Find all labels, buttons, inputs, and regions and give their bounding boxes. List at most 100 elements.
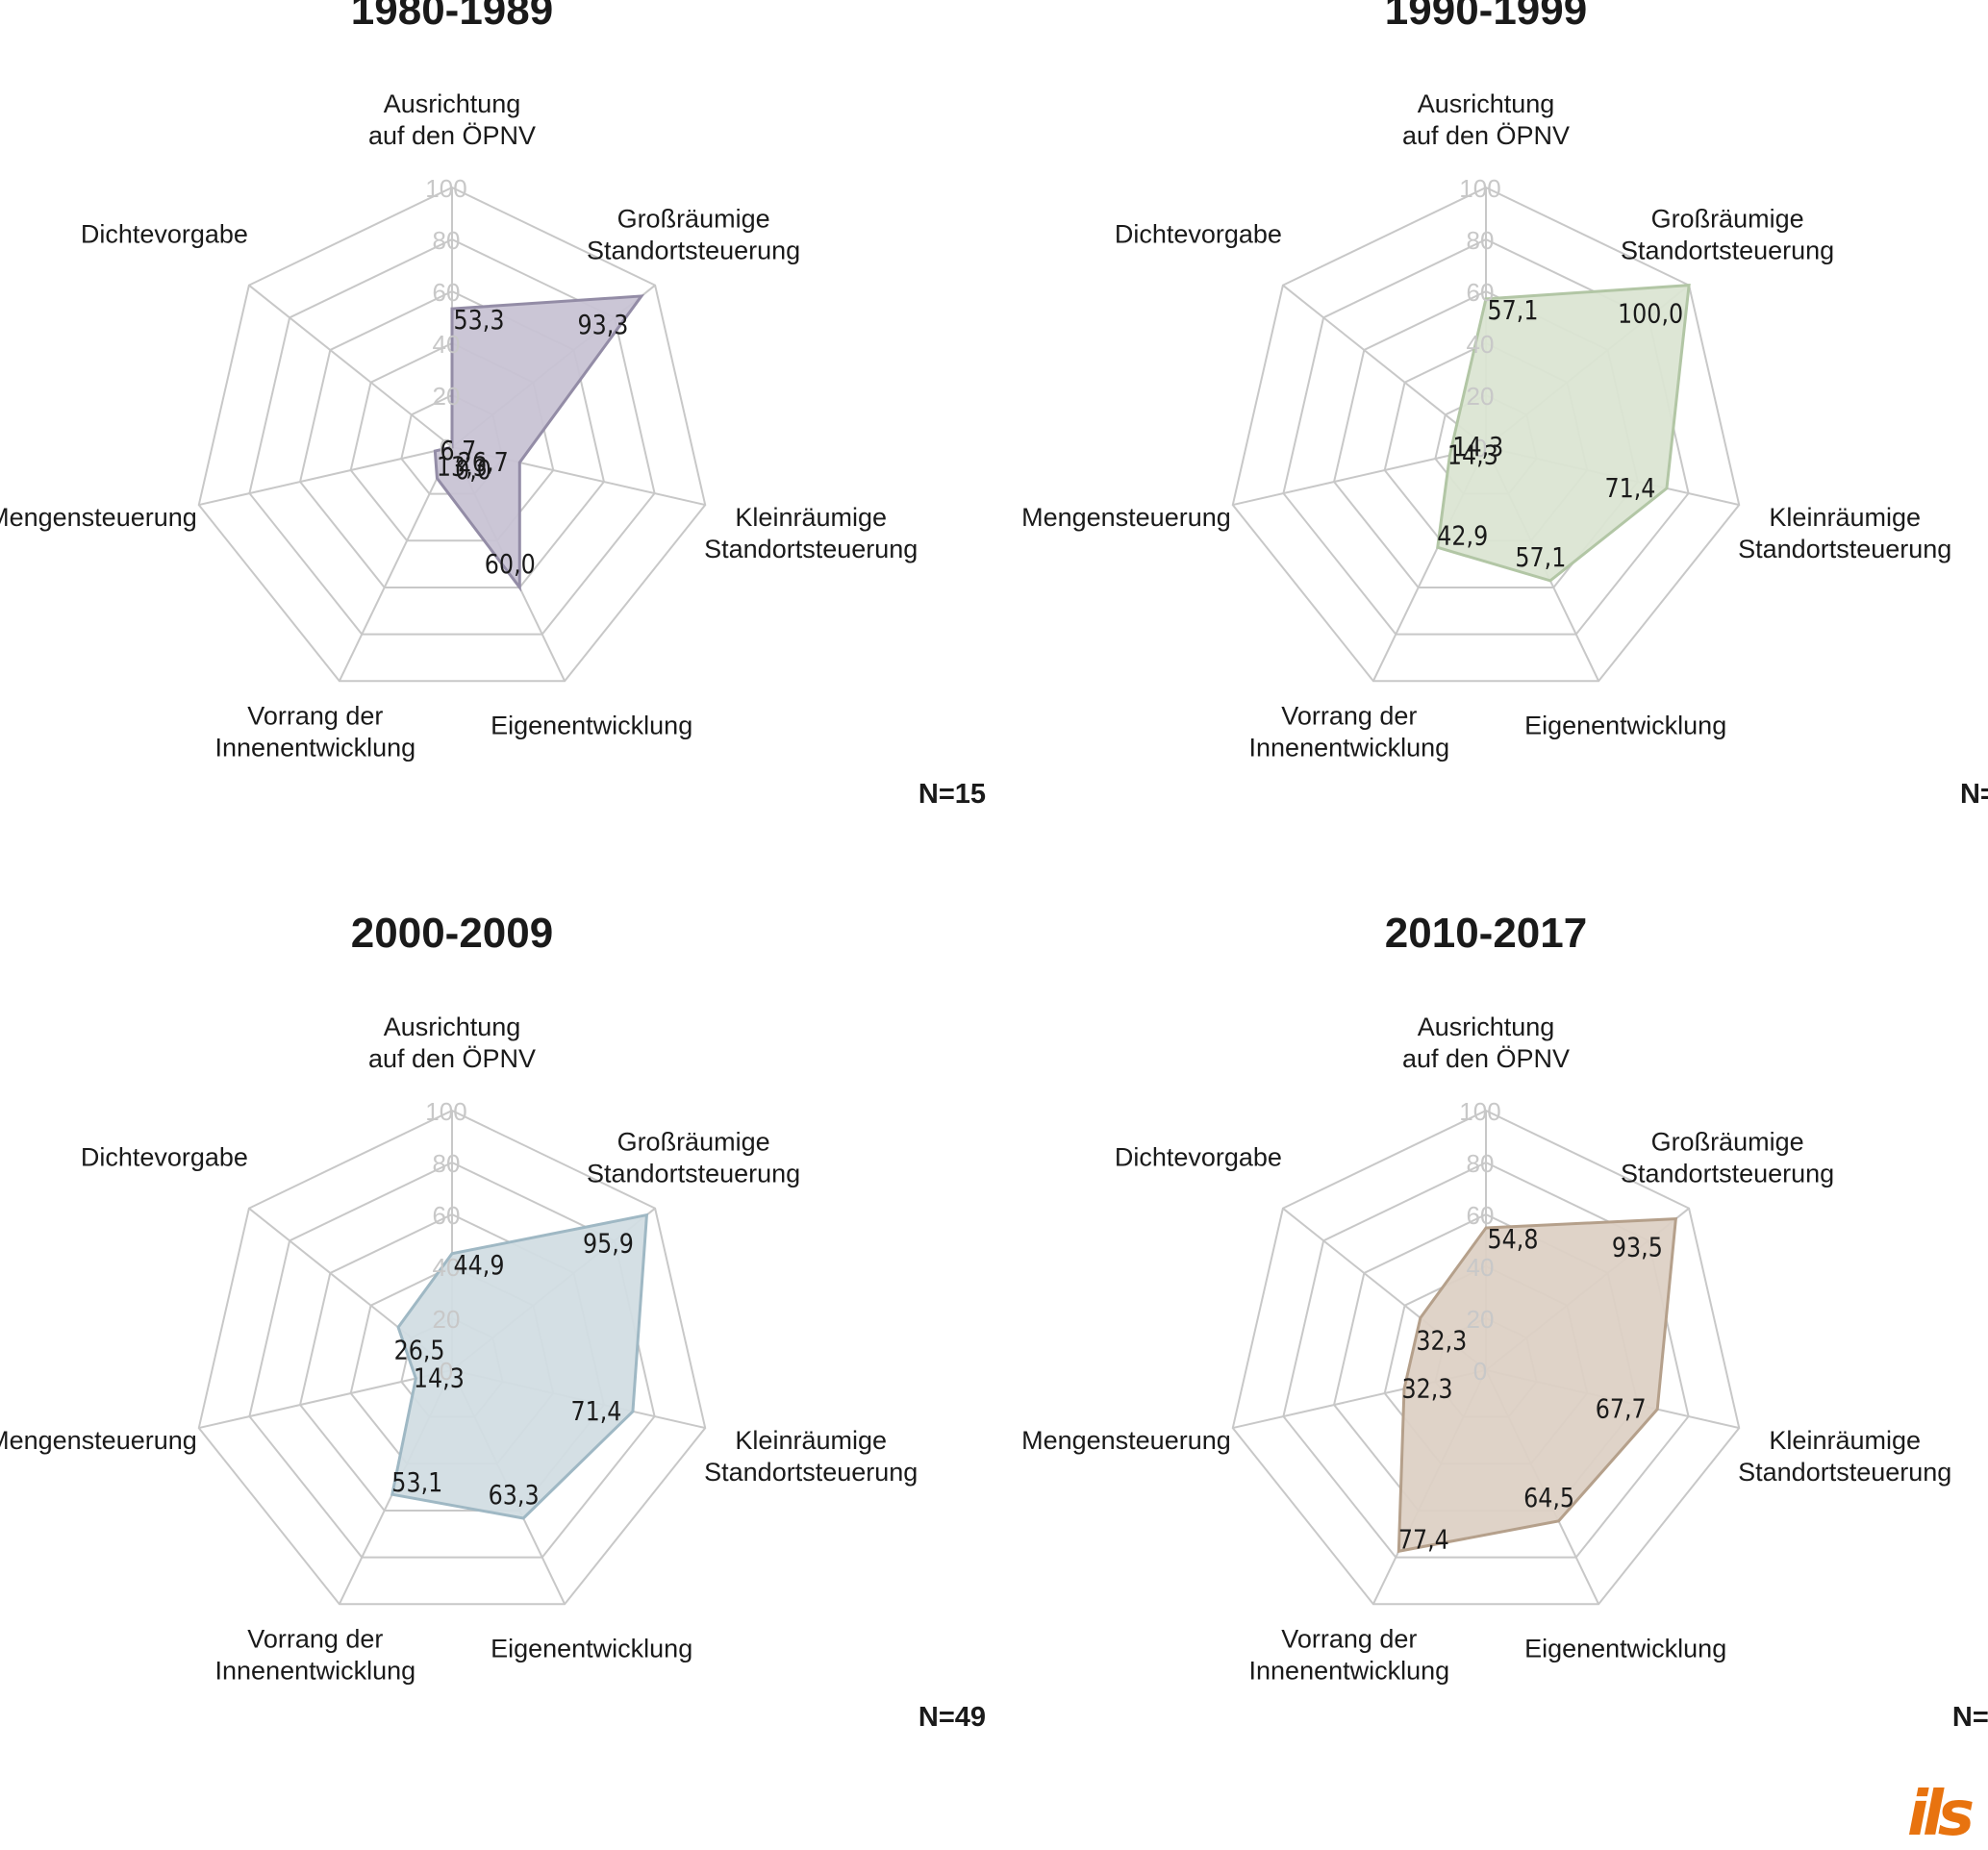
radar-axis-label-line: Standortsteuerung (1738, 1458, 1951, 1487)
radar-axis-label: Eigenentwicklung (491, 1634, 692, 1662)
radar-tick-label: 0 (440, 434, 453, 462)
radar-tick-label: 20 (1467, 382, 1495, 411)
radar-grid-ring (1231, 1109, 1741, 1606)
radar-axis-label: Großräumige Standortsteuerung (1621, 1128, 1834, 1188)
radar-axis-label-line: Vorrang der (1281, 1624, 1417, 1653)
radar-axis-label-line: Standortsteuerung (587, 237, 800, 265)
radar-axis-label-line: Innenentwicklung (1249, 733, 1450, 762)
radar-value-label: 32,3 (1416, 1326, 1467, 1357)
radar-axis-label-line: Dichtevorgabe (81, 1143, 248, 1172)
radar-chart-title: 2000-2009 (351, 910, 553, 957)
radar-axis-label-line: Mengensteuerung (1021, 1426, 1231, 1455)
radar-grid-ring (1231, 186, 1741, 683)
radar-spoke (198, 1369, 453, 1430)
radar-tick-label: 60 (1467, 1201, 1495, 1230)
radar-value-label: 54,8 (1488, 1224, 1539, 1255)
radar-axis-label: Mengensteuerung (1021, 1426, 1231, 1455)
radar-tick-label: 80 (433, 226, 461, 255)
radar-value-label: 71,4 (570, 1396, 621, 1427)
radar-axis-label: Eigenentwicklung (1524, 1634, 1726, 1662)
radar-n-label: N=15 (919, 779, 986, 810)
radar-tick-label: 100 (425, 1097, 466, 1126)
radar-axis-label: Kleinräumige Standortsteuerung (704, 503, 918, 563)
radar-axis-label: Ausrichtung auf den ÖPNV (368, 89, 536, 150)
radar-tick-label: 0 (1473, 434, 1487, 462)
radar-value-label: 13,3 (437, 452, 488, 483)
radar-chart-title: 1980-1989 (351, 0, 553, 34)
radar-axis-label: Eigenentwicklung (491, 711, 692, 739)
radar-tick-label: 40 (1467, 1253, 1495, 1282)
radar-spoke (198, 446, 453, 507)
radar-data-area (390, 1212, 649, 1520)
radar-value-label: 100,0 (1618, 299, 1683, 330)
radar-axis-label-line: Großräumige (617, 1128, 770, 1157)
radar-axis-label-line: Ausrichtung (1418, 1012, 1555, 1041)
radar-axis-label-line: Mengensteuerung (0, 503, 197, 532)
radar-axis-label-line: Eigenentwicklung (1524, 1634, 1726, 1662)
radar-axis-label: Dichtevorgabe (81, 1143, 248, 1172)
radar-tick-label: 80 (1467, 1149, 1495, 1178)
radar-axis-label: Vorrang der Innenentwicklung (1249, 701, 1450, 762)
radar-value-label: 93,3 (577, 310, 628, 340)
radar-spoke (1232, 446, 1487, 507)
radar-axis-label-line: Kleinräumige (1769, 503, 1921, 532)
radar-tick-label: 40 (433, 1253, 461, 1282)
radar-data-area (1436, 284, 1691, 583)
radar-axis-label-line: auf den ÖPNV (368, 121, 536, 150)
radar-grid-ring (197, 186, 707, 683)
radar-tick-label: 100 (1459, 174, 1500, 203)
radar-tick-label: 60 (1467, 278, 1495, 307)
radar-axis-label-line: Innenentwicklung (1249, 1656, 1450, 1685)
radar-data-area (1397, 1217, 1678, 1554)
radar-tick-label: 20 (433, 382, 461, 411)
radar-tick-label: 20 (1467, 1305, 1495, 1334)
radar-axis-label-line: Vorrang der (247, 701, 383, 730)
radar-axis-label-line: Kleinräumige (735, 1426, 887, 1455)
radar-axis-label-line: Mengensteuerung (0, 1426, 197, 1455)
radar-axis-label-line: Ausrichtung (1418, 89, 1555, 118)
radar-value-label: 57,1 (1515, 542, 1566, 573)
radar-axis-label: Großräumige Standortsteuerung (587, 1128, 800, 1188)
radar-axis-label-line: Ausrichtung (384, 89, 521, 118)
radar-value-label: 0,0 (455, 455, 491, 486)
radar-tick-label: 100 (425, 174, 466, 203)
radar-axis-label: Ausrichtung auf den ÖPNV (1402, 89, 1570, 150)
radar-axis-label: Dichtevorgabe (1115, 220, 1282, 249)
radar-axis-label: Großräumige Standortsteuerung (1621, 205, 1834, 265)
radar-value-label: 26,7 (458, 447, 509, 478)
radar-chart-title: 2010-2017 (1385, 910, 1587, 957)
radar-value-label: 14,3 (414, 1363, 465, 1394)
radar-tick-label: 80 (433, 1149, 461, 1178)
radar-value-label: 64,5 (1523, 1483, 1574, 1513)
radar-axis-label-line: Dichtevorgabe (81, 220, 248, 249)
radar-spoke (1282, 284, 1487, 448)
radar-value-label: 60,0 (485, 549, 536, 580)
radar-axis-label-line: Kleinräumige (1769, 1426, 1921, 1455)
radar-chart-title: 1990-1999 (1385, 0, 1587, 34)
radar-value-label: 95,9 (583, 1229, 634, 1260)
radar-tick-label: 100 (1459, 1097, 1500, 1126)
radar-axis-label-line: Vorrang der (1281, 701, 1417, 730)
radar-axis-label-line: Eigenentwicklung (491, 1634, 692, 1662)
radar-tick-label: 60 (433, 1201, 461, 1230)
radar-axis-label-line: Eigenentwicklung (1524, 711, 1726, 739)
radar-value-label: 14,3 (1447, 440, 1498, 471)
radar-axis-label-line: auf den ÖPNV (1402, 121, 1570, 150)
radar-axis-label: Dichtevorgabe (1115, 1143, 1282, 1172)
radar-tick-label: 60 (433, 278, 461, 307)
radar-axis-label: Kleinräumige Standortsteuerung (704, 1426, 918, 1487)
radar-axis-label: Kleinräumige Standortsteuerung (1738, 1426, 1951, 1487)
radar-n-label: N=49 (919, 1702, 986, 1733)
radar-axis-label: Großräumige Standortsteuerung (587, 205, 800, 265)
radar-axis-label: Dichtevorgabe (81, 220, 248, 249)
radar-value-label: 26,5 (394, 1336, 445, 1366)
radar-chart-4: 0 20 40 60 80 100 54,8 93,5 67,7 64,5 77,4 32,3 32,3… (1021, 910, 1988, 1733)
radar-value-label: 71,4 (1604, 473, 1655, 504)
radar-axis-label: Vorrang der Innenentwicklung (215, 701, 416, 762)
radar-tick-label: 80 (1467, 226, 1495, 255)
radar-axis-label-line: Kleinräumige (735, 503, 887, 532)
radar-n-label: N=7 (1960, 779, 1988, 810)
radar-axis-label: Vorrang der Innenentwicklung (1249, 1624, 1450, 1685)
radar-axis-label-line: Standortsteuerung (704, 535, 918, 563)
